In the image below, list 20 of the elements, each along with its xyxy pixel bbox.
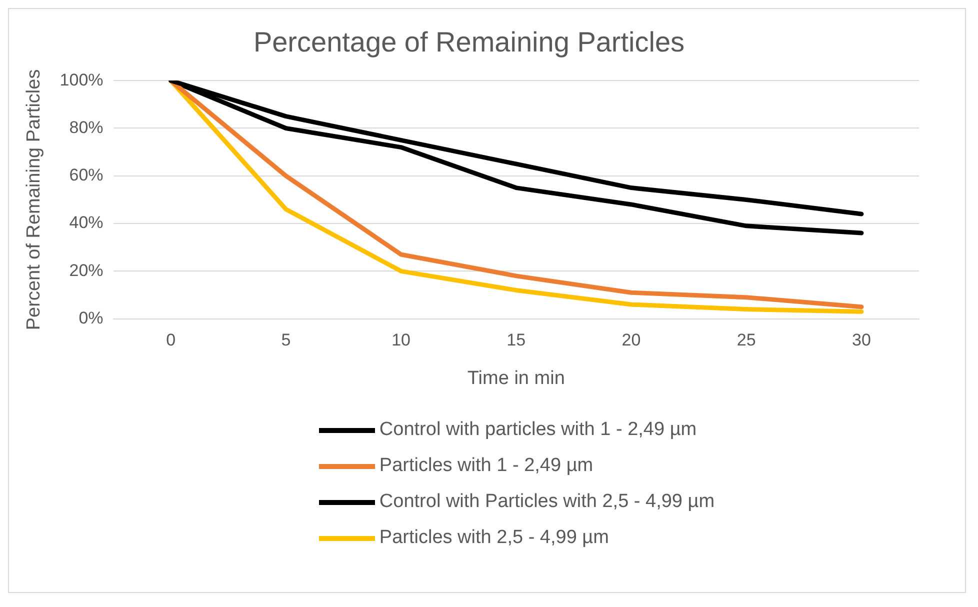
legend-label: Control with Particles with 2,5 - 4,99 µm xyxy=(379,491,715,513)
x-tick-label: 15 xyxy=(506,330,526,350)
y-tick-label: 100% xyxy=(60,70,104,90)
x-tick-label: 5 xyxy=(281,330,291,350)
y-tick-label: 60% xyxy=(69,166,104,185)
legend-label: Control with particles with 1 - 2,49 µm xyxy=(379,419,697,441)
y-axis-title: Percent of Remaining Particles xyxy=(24,69,45,330)
legend-label: Particles with 2,5 - 4,99 µm xyxy=(379,527,609,549)
x-tick-label: 20 xyxy=(622,330,641,350)
y-tick-label: 80% xyxy=(69,118,104,137)
x-tick-label: 30 xyxy=(852,330,871,350)
x-tick-label: 25 xyxy=(736,330,756,350)
y-tick-label: 40% xyxy=(69,213,104,232)
x-tick-label: 10 xyxy=(392,330,410,350)
chart-title: Percentage of Remaining Particles xyxy=(253,26,685,58)
y-tick-label: 0% xyxy=(78,308,104,328)
x-tick-label: 0 xyxy=(166,330,176,350)
x-axis-title: Time in min xyxy=(467,368,565,389)
legend-label: Particles with 1 - 2,49 µm xyxy=(379,455,594,477)
y-tick-label: 20% xyxy=(69,260,104,280)
